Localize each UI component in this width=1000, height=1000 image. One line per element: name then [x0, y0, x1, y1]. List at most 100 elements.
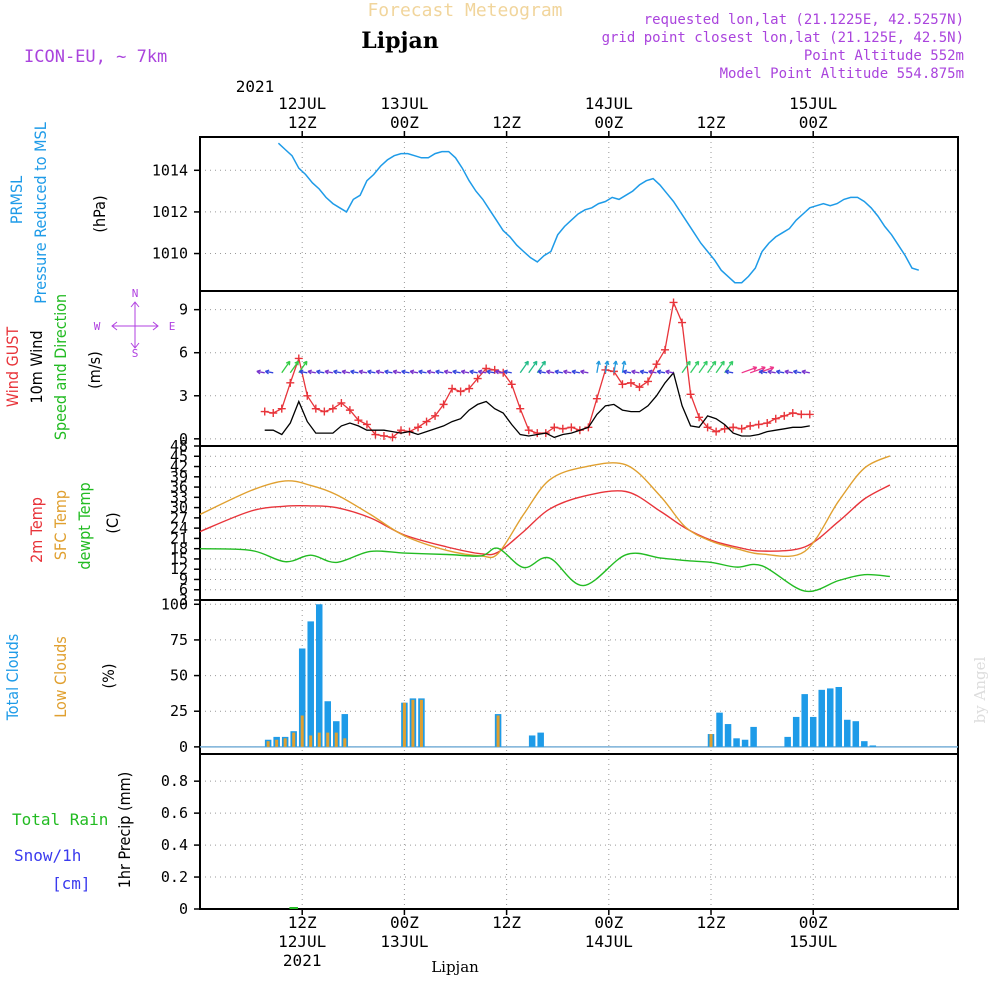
gust-marker — [635, 383, 644, 392]
wind-speed-dir-label: Speed and Direction — [51, 294, 70, 440]
y-tick-label: 12 — [170, 560, 188, 578]
y-tick-label: 42 — [170, 458, 188, 476]
y-tick-label: 18 — [170, 540, 188, 558]
wind-arrow — [604, 360, 609, 373]
gust-marker — [422, 417, 431, 426]
gust-marker — [737, 424, 746, 433]
total-cloud-bar — [869, 745, 877, 747]
wind-arrow — [698, 360, 708, 374]
gust-marker — [320, 407, 329, 416]
total-cloud-bar — [537, 732, 544, 747]
wind-arrow — [715, 360, 725, 374]
wind-arrowhead — [656, 369, 662, 375]
model-name: ICON-EU, ~ 7km — [24, 47, 167, 67]
wind-arrowhead — [546, 369, 551, 375]
total-cloud-bar — [826, 688, 834, 747]
top-date-label: 12JUL — [278, 94, 326, 113]
y-tick-label: 1010 — [152, 245, 188, 263]
low-cloud-bar — [317, 732, 321, 747]
wind-10m-label: 10m Wind — [27, 330, 46, 403]
wind-arrowhead — [604, 360, 610, 365]
total-cloud-bar — [298, 648, 306, 747]
gust-marker — [328, 404, 337, 413]
low-cloud-bar — [275, 739, 279, 747]
y-tick-label: 0 — [179, 900, 188, 918]
total-cloud-bar — [809, 716, 817, 747]
y-tick-label: 1012 — [152, 203, 188, 221]
credit-watermark: by Angel — [971, 656, 989, 723]
wind-arrow — [741, 366, 757, 374]
wind-arrow — [289, 360, 299, 374]
wind-arrowhead — [541, 360, 546, 366]
top-date-label: 15JUL — [789, 94, 837, 113]
wind-arrowhead — [767, 369, 772, 375]
low-cloud-bar — [709, 734, 713, 747]
total-cloud-bar — [750, 726, 757, 747]
y-tick-label: 0 — [179, 430, 188, 448]
gust-marker — [771, 414, 780, 423]
gust-marker — [456, 387, 465, 396]
gust-marker — [414, 423, 423, 432]
compass-ns-arrow — [130, 301, 140, 349]
wind-arrowhead — [532, 360, 538, 366]
bottom-hour-label: 12Z — [697, 913, 726, 932]
gust-marker — [286, 378, 295, 387]
top-hour-label: 12Z — [288, 113, 317, 132]
gust-marker — [788, 408, 797, 417]
total-cloud-bar — [852, 721, 860, 747]
wind-arrowhead — [686, 360, 691, 366]
precip-unit: 1hr Precip (mm) — [115, 772, 134, 889]
total-clouds-label: Total Clouds — [3, 634, 22, 722]
gust-marker — [669, 298, 678, 307]
sfc-temp-label: SFC Temp — [51, 490, 70, 560]
wind-arrowhead — [426, 369, 432, 375]
y-tick-label: 39 — [170, 468, 188, 486]
requested-coords: requested lon,lat (21.1225E, 42.5257N) — [644, 12, 964, 28]
wind-arrowhead — [524, 360, 529, 366]
top-hour-label: 00Z — [594, 113, 623, 132]
total-cloud-bar — [741, 739, 749, 747]
wind-arrowhead — [622, 369, 628, 375]
wind-arrowhead — [571, 369, 576, 375]
y-tick-label: 75 — [170, 631, 188, 649]
low-cloud-bar — [496, 715, 500, 747]
wind-arrowhead — [333, 369, 338, 375]
gust-marker — [780, 411, 789, 420]
watermark-title: Forecast Meteogram — [367, 0, 562, 21]
gust-marker — [805, 410, 814, 419]
gust-marker — [507, 380, 516, 389]
wind-arrowhead — [793, 369, 798, 375]
wind-arrow — [281, 360, 291, 374]
pressure-label-1: PRMSL — [7, 176, 26, 224]
gust-marker — [277, 404, 286, 413]
wind-arrowhead — [612, 360, 618, 365]
wind-arrowhead — [302, 360, 308, 366]
wind-arrowhead — [752, 366, 758, 371]
total-cloud-bar — [315, 604, 323, 747]
y-tick-label: 0 — [179, 738, 188, 756]
gust-marker — [695, 413, 704, 422]
bottom-hour-label: 00Z — [390, 913, 419, 932]
gust-marker — [661, 345, 670, 354]
gust-marker — [354, 416, 363, 425]
wind-arrowhead — [341, 369, 347, 375]
gust-marker — [592, 394, 601, 403]
total-cloud-bar — [792, 716, 800, 747]
wind-arrowhead — [758, 369, 764, 375]
wind-arrowhead — [703, 360, 708, 366]
wind-arrow — [681, 360, 691, 374]
wind-arrowhead — [503, 369, 508, 375]
wind-arrowhead — [358, 369, 364, 375]
low-cloud-bar — [266, 741, 270, 747]
gust-marker — [269, 408, 278, 417]
wind-arrowhead — [563, 369, 568, 375]
compass-w: W — [94, 320, 101, 333]
wind-gust-label: Wind GUST — [3, 327, 22, 408]
grid-point-coords: grid point closest lon,lat (21.125E, 42.… — [602, 30, 964, 46]
wind-arrowhead — [350, 369, 355, 375]
model-altitude: Model Point Altitude 554.875m — [720, 66, 964, 82]
gust-marker — [388, 433, 397, 442]
gust-marker — [746, 421, 755, 430]
